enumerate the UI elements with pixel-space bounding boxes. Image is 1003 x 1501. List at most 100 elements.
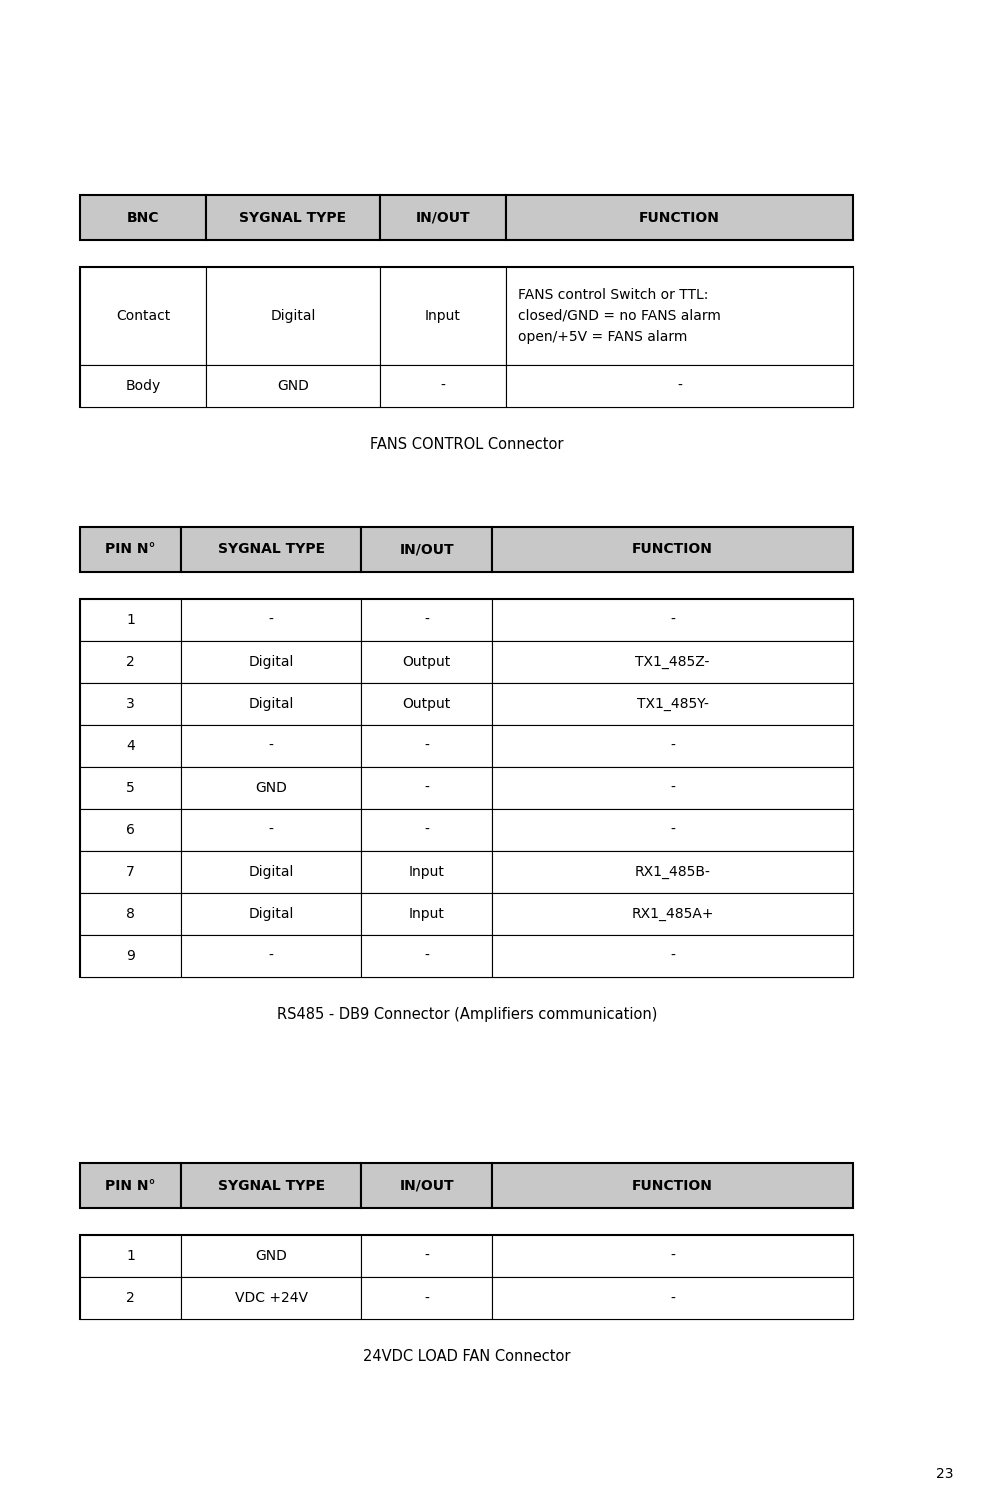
Bar [80, 267, 853, 407]
Bar [80, 599, 181, 641]
Bar [491, 1163, 853, 1208]
Text: 5: 5 [126, 781, 134, 796]
Bar [80, 267, 206, 365]
Bar [181, 527, 361, 572]
Text: -: - [670, 949, 674, 964]
Text: -: - [269, 612, 273, 627]
Bar [80, 1235, 181, 1277]
Text: 4: 4 [126, 738, 134, 754]
Bar [506, 267, 853, 365]
Text: Digital: Digital [248, 907, 294, 922]
Text: FUNCTION: FUNCTION [632, 542, 712, 557]
Text: GND: GND [255, 1249, 287, 1264]
Text: -: - [424, 1249, 428, 1264]
Bar [491, 851, 853, 893]
Bar [181, 935, 361, 977]
Text: FANS control Switch or TTL:
closed/GND = no FANS alarm
open/+5V = FANS alarm: FANS control Switch or TTL: closed/GND =… [518, 288, 720, 344]
Bar [181, 641, 361, 683]
Bar [361, 935, 491, 977]
Bar [361, 527, 491, 572]
Bar [361, 725, 491, 767]
Bar [506, 365, 853, 407]
Bar [491, 527, 853, 572]
Text: -: - [670, 1249, 674, 1264]
Bar [379, 267, 506, 365]
Text: Input: Input [424, 309, 460, 323]
Text: -: - [424, 1291, 428, 1306]
Text: 3: 3 [126, 696, 134, 711]
Bar [361, 1277, 491, 1319]
Text: -: - [269, 823, 273, 838]
Text: -: - [424, 612, 428, 627]
Bar [181, 809, 361, 851]
Text: RX1_485A+: RX1_485A+ [631, 907, 713, 922]
Text: RX1_485B-: RX1_485B- [634, 865, 710, 880]
Bar [80, 935, 181, 977]
Text: -: - [424, 823, 428, 838]
Bar [361, 767, 491, 809]
Bar [80, 195, 206, 240]
Bar [181, 599, 361, 641]
Bar [491, 767, 853, 809]
Bar [80, 851, 181, 893]
Text: VDC +24V: VDC +24V [235, 1291, 307, 1306]
Bar [491, 809, 853, 851]
Bar [80, 527, 181, 572]
Text: Body: Body [125, 378, 160, 393]
Bar [361, 1235, 491, 1277]
Bar [80, 725, 181, 767]
Bar [206, 365, 379, 407]
Bar [361, 1163, 491, 1208]
Bar [80, 1163, 181, 1208]
Text: SYGNAL TYPE: SYGNAL TYPE [239, 210, 346, 225]
Bar [506, 195, 853, 240]
Text: Output: Output [402, 696, 450, 711]
Bar [379, 195, 506, 240]
Text: BNC: BNC [126, 210, 159, 225]
Bar [491, 1235, 853, 1277]
Bar [491, 725, 853, 767]
Bar [80, 893, 181, 935]
Text: -: - [676, 378, 681, 393]
Bar [80, 683, 181, 725]
Bar [491, 683, 853, 725]
Text: IN/OUT: IN/OUT [399, 1178, 453, 1193]
Text: FUNCTION: FUNCTION [632, 1178, 712, 1193]
Text: -: - [670, 738, 674, 754]
Bar [491, 935, 853, 977]
Text: Digital: Digital [248, 865, 294, 880]
Bar [181, 893, 361, 935]
Bar [80, 767, 181, 809]
Text: 1: 1 [126, 612, 134, 627]
Text: -: - [424, 949, 428, 964]
Bar [361, 683, 491, 725]
Text: -: - [670, 781, 674, 796]
Text: PIN N°: PIN N° [105, 1178, 155, 1193]
Text: Digital: Digital [270, 309, 315, 323]
Text: IN/OUT: IN/OUT [399, 542, 453, 557]
Text: IN/OUT: IN/OUT [415, 210, 469, 225]
Bar [80, 1235, 853, 1319]
Text: GND: GND [255, 781, 287, 796]
Text: -: - [269, 949, 273, 964]
Text: SYGNAL TYPE: SYGNAL TYPE [218, 542, 324, 557]
Text: 2: 2 [126, 1291, 134, 1306]
Text: 1: 1 [126, 1249, 134, 1264]
Bar [361, 599, 491, 641]
Bar [80, 641, 181, 683]
Bar [80, 809, 181, 851]
Text: -: - [670, 612, 674, 627]
Bar [181, 1235, 361, 1277]
Bar [361, 851, 491, 893]
Text: GND: GND [277, 378, 309, 393]
Bar [181, 851, 361, 893]
Text: Input: Input [408, 907, 444, 922]
Text: -: - [424, 738, 428, 754]
Text: 9: 9 [126, 949, 134, 964]
Text: PIN N°: PIN N° [105, 542, 155, 557]
Text: -: - [440, 378, 444, 393]
Bar [206, 267, 379, 365]
Text: 7: 7 [126, 865, 134, 880]
Text: 6: 6 [126, 823, 134, 838]
Bar [181, 1163, 361, 1208]
